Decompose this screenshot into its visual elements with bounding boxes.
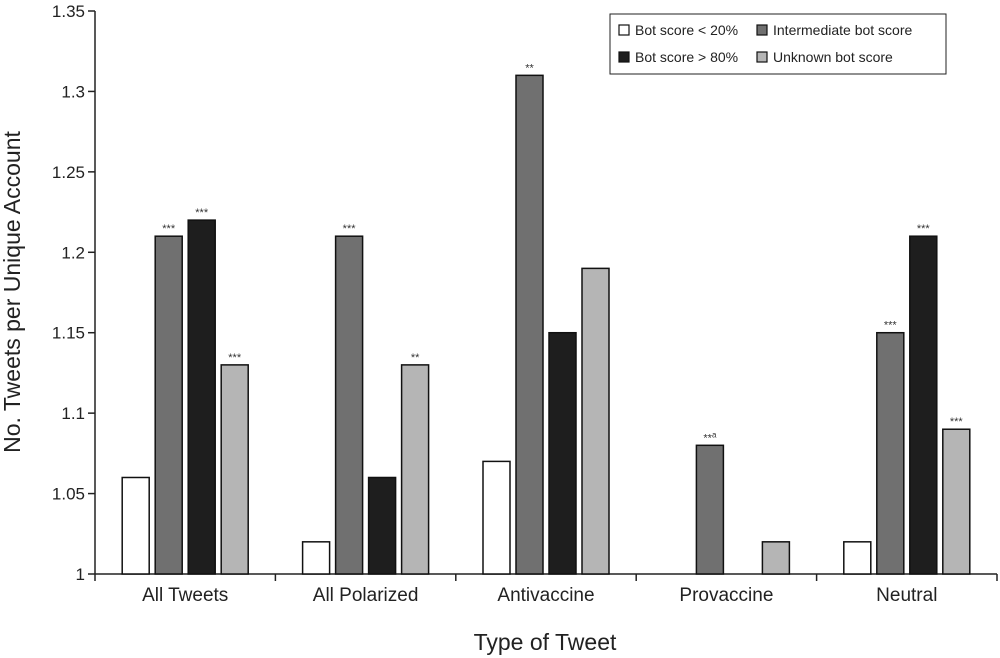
legend-box bbox=[609, 13, 947, 75]
y-tick-label: 1.35 bbox=[52, 2, 85, 21]
significance-superscript: a bbox=[712, 430, 717, 439]
bar bbox=[942, 428, 971, 575]
legend-label: Intermediate bot score bbox=[773, 22, 913, 38]
y-axis-title: No. Tweets per Unique Account bbox=[0, 131, 25, 453]
bar bbox=[548, 331, 577, 575]
bar bbox=[843, 541, 872, 575]
significance-label: ** bbox=[525, 62, 534, 74]
bar bbox=[334, 235, 364, 575]
y-tick-label: 1 bbox=[76, 565, 85, 584]
bar bbox=[121, 476, 150, 575]
legend-swatch bbox=[756, 51, 768, 63]
x-tick-label: All Polarized bbox=[313, 585, 419, 606]
x-axis: All Tweets All Polarized Antivaccine Provac… bbox=[94, 573, 998, 606]
significance-label: *** bbox=[884, 320, 898, 332]
y-axis: 1 1.05 1.1 1.15 1.2 1.25 1.3 1.35 bbox=[52, 2, 96, 584]
legend-swatch bbox=[618, 24, 630, 36]
legend-label: Unknown bot score bbox=[773, 49, 893, 65]
x-tick-label: Neutral bbox=[876, 585, 937, 606]
y-tick-label: 1.25 bbox=[52, 163, 85, 182]
bar bbox=[220, 364, 249, 575]
y-tick-label: 1.1 bbox=[61, 404, 85, 423]
bar bbox=[187, 219, 216, 575]
bar bbox=[909, 235, 938, 575]
x-axis-title: Type of Tweet bbox=[474, 629, 617, 655]
y-tick-label: 1.05 bbox=[52, 485, 85, 504]
bar bbox=[400, 364, 430, 575]
legend-swatch bbox=[618, 51, 630, 63]
significance-label: **a bbox=[703, 430, 717, 444]
legend-label: Bot score < 20% bbox=[635, 22, 738, 38]
bar bbox=[367, 476, 397, 575]
legend: Bot score < 20% Intermediate bot score Bot… bbox=[609, 13, 947, 75]
bars: ******************a********* bbox=[121, 62, 971, 575]
significance-label: *** bbox=[162, 223, 176, 235]
significance-label: *** bbox=[950, 416, 964, 428]
bar bbox=[876, 331, 905, 575]
x-tick-label: All Tweets bbox=[142, 585, 228, 606]
x-tick-label: Antivaccine bbox=[497, 585, 594, 606]
bar bbox=[695, 444, 725, 575]
bar bbox=[154, 235, 183, 575]
legend-swatch bbox=[756, 24, 768, 36]
significance-label: *** bbox=[343, 223, 357, 235]
bar bbox=[301, 541, 331, 575]
x-tick-label: Provaccine bbox=[679, 585, 773, 606]
y-tick-label: 1.2 bbox=[61, 243, 85, 262]
bar bbox=[581, 267, 610, 575]
y-tick-label: 1.3 bbox=[61, 82, 85, 101]
significance-label: *** bbox=[195, 207, 209, 219]
significance-label: ** bbox=[411, 352, 420, 364]
bar bbox=[515, 74, 544, 575]
bar bbox=[761, 541, 791, 575]
y-tick-label: 1.15 bbox=[52, 324, 85, 343]
significance-label: *** bbox=[228, 352, 242, 364]
bar bbox=[482, 460, 511, 575]
significance-label: *** bbox=[917, 223, 931, 235]
legend-label: Bot score > 80% bbox=[635, 49, 738, 65]
